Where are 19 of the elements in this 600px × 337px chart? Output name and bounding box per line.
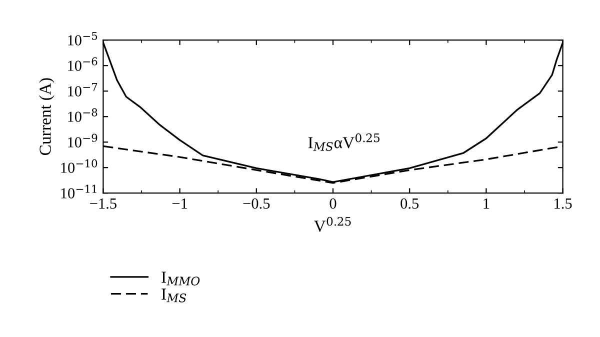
legend-label: I$_{MS}$ xyxy=(162,288,186,302)
y-axis-title: Current (A) xyxy=(39,78,54,156)
x-axis-title: V$^{0.25}$ xyxy=(314,216,351,232)
y-tick-label: 10$^{−7}$ xyxy=(68,82,98,96)
x-tick-label: 1.5 xyxy=(554,198,572,209)
y-tick-label: 10$^{−6}$ xyxy=(68,57,98,71)
annotation: I$_{MS}$αV$^{0.25}$ xyxy=(308,133,380,151)
y-tick-label: 10$^{−8}$ xyxy=(68,108,98,122)
y-tick-label: 10$^{−10}$ xyxy=(61,159,98,173)
y-tick-label: 10$^{−5}$ xyxy=(68,32,98,46)
legend-label: I$_{MMO}$ xyxy=(162,272,200,286)
x-tick-label: 1 xyxy=(484,198,490,209)
x-tick-label: 0.5 xyxy=(400,198,419,209)
x-tick-label: −1.5 xyxy=(90,198,116,209)
y-tick-label: 10$^{−11}$ xyxy=(61,184,96,198)
x-tick-label: 0 xyxy=(330,198,336,209)
x-tick-label: −1 xyxy=(172,198,188,209)
y-tick-label: 10$^{−9}$ xyxy=(68,134,98,148)
x-tick-label: −0.5 xyxy=(243,198,270,209)
